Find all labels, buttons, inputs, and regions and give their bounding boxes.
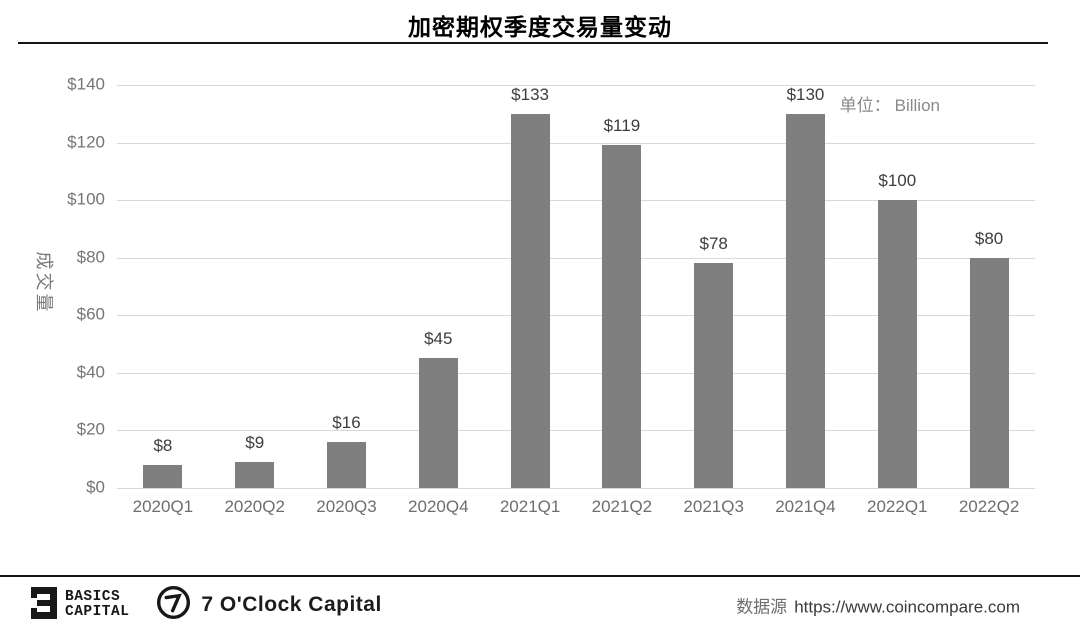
gridline-0	[117, 488, 1035, 489]
gridline-140	[117, 85, 1035, 86]
bar-value-2020q2: $9	[245, 433, 265, 453]
bar-column-2021q2: $119	[576, 85, 668, 488]
y-tick-20: $20	[76, 420, 105, 440]
basics-capital-line1: BASICS	[65, 589, 121, 605]
y-tick-60: $60	[76, 304, 105, 324]
gridline-120	[117, 142, 1035, 144]
basics-capital-mark-icon	[28, 585, 60, 626]
page-title: 加密期权季度交易量变动	[408, 14, 672, 41]
bar-column-2020q3: $16	[301, 85, 393, 488]
bar-2022q1	[877, 200, 917, 488]
bar-2022q2	[969, 257, 1009, 488]
bar-value-2020q1: $8	[153, 435, 173, 455]
bar-2021q3	[694, 263, 734, 488]
bar-column-2020q1: $8	[117, 85, 209, 488]
bar-value-2022q2: $80	[974, 228, 1004, 248]
seven-oclock-mark-icon	[155, 584, 192, 626]
data-source-url: https://www.coincompare.com	[794, 597, 1020, 617]
bar-value-2020q3: $16	[332, 412, 361, 432]
bar-2021q2	[602, 145, 642, 488]
bar-value-2021q1: $133	[511, 85, 549, 104]
seven-oclock-wordmark: 7 O'Clock Capital	[201, 593, 382, 616]
bar-column-2020q2: $9	[209, 85, 301, 488]
bar-value-2021q2: $119	[603, 116, 641, 136]
gridline-80	[117, 257, 1035, 259]
x-label-2022q2: 2022Q2	[958, 497, 1020, 516]
bars-row: $8 $9 $16 $45 $133 $119	[117, 85, 1035, 488]
unit-value: Billion	[894, 96, 940, 115]
title-underline	[18, 42, 1048, 44]
x-label-2021q2: 2021Q2	[591, 497, 653, 516]
y-tick-100: $100	[67, 189, 105, 209]
x-label-2021q4: 2021Q4	[775, 497, 836, 516]
x-axis-labels: 2020Q1 2020Q2 2020Q3 2020Q4 2021Q1 2021Q…	[117, 497, 1035, 517]
bar-2020q4	[418, 358, 458, 488]
seven-oclock-logo: 7 O'Clock Capital	[155, 584, 381, 626]
y-axis-ticks: $140 $120 $100 $80 $60 $40 $20 $0	[0, 75, 105, 497]
y-tick-0: $0	[86, 477, 105, 497]
y-tick-120: $120	[67, 132, 105, 152]
bar-2021q1	[510, 114, 550, 488]
footer-brands: BASICS CAPITAL 7 O'Clock Capital	[28, 584, 382, 626]
footer-divider	[0, 575, 1080, 577]
data-source: 数据源 https://www.coincompare.com	[736, 593, 1020, 618]
basics-capital-wordmark: BASICS CAPITAL	[65, 590, 129, 620]
x-label-2020q1: 2020Q1	[132, 497, 194, 516]
gridline-100	[117, 200, 1035, 202]
basics-capital-logo: BASICS CAPITAL	[28, 585, 129, 626]
bar-2021q4	[785, 114, 825, 488]
bar-column-2021q4: $130	[760, 85, 852, 488]
basics-capital-line2: CAPITAL	[65, 604, 130, 620]
bar-column-2021q3: $78	[668, 85, 760, 488]
data-source-label: 数据源	[736, 597, 788, 617]
bar-value-2020q4: $45	[424, 329, 453, 349]
bar-2020q2	[235, 462, 275, 488]
bar-2020q1	[143, 464, 183, 488]
gridline-60	[117, 315, 1035, 317]
plot-area: $8 $9 $16 $45 $133 $119	[117, 85, 1035, 489]
bar-column-2022q2: $80	[943, 85, 1035, 488]
x-label-2020q2: 2020Q2	[224, 497, 285, 516]
footer: BASICS CAPITAL 7 O'Clock Capital 数据源 http…	[0, 577, 1080, 633]
gridline-40	[117, 372, 1035, 374]
bar-value-2021q3: $78	[699, 234, 728, 254]
bar-value-2021q4: $130	[786, 85, 825, 104]
bar-column-2022q1: $100	[851, 85, 943, 488]
x-label-2021q3: 2021Q3	[683, 497, 744, 516]
gridline-20	[117, 430, 1035, 432]
x-label-2020q4: 2020Q4	[408, 497, 469, 516]
bar-column-2021q1: $133	[484, 85, 576, 488]
bar-2020q3	[326, 441, 366, 488]
x-label-2020q3: 2020Q3	[316, 497, 377, 516]
bar-value-2022q1: $100	[878, 171, 917, 191]
y-tick-40: $40	[76, 362, 105, 382]
y-tick-80: $80	[76, 247, 105, 267]
y-tick-140: $140	[67, 74, 105, 94]
x-label-2021q1: 2021Q1	[499, 497, 561, 516]
bar-column-2020q4: $45	[392, 85, 484, 488]
x-label-2022q1: 2022Q1	[867, 497, 928, 516]
unit-label: 单位： Billion	[840, 91, 940, 116]
unit-prefix: 单位：	[839, 96, 891, 115]
